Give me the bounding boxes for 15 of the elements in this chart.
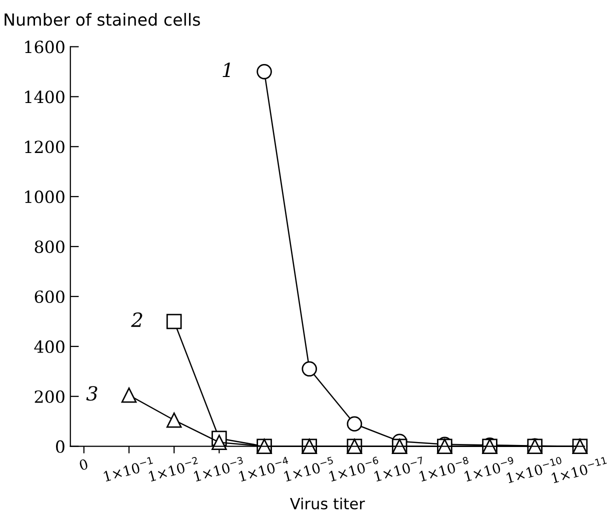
y-tick-label: 0	[56, 440, 64, 453]
series-label: 1	[222, 62, 230, 78]
y-tick-label: 600	[34, 290, 64, 304]
series-label: 2	[131, 312, 142, 327]
y-tick-label: 400	[34, 340, 64, 353]
series-label: 3	[86, 386, 98, 401]
x-axis-title: Virus titer	[290, 498, 365, 510]
y-tick-label: 1000	[25, 190, 64, 204]
y-tick-label: 1600	[25, 40, 64, 54]
y-tick-label: 1200	[25, 140, 64, 154]
y-tick-label: 200	[34, 390, 64, 403]
y-tick-label: 1400	[25, 90, 64, 104]
y-axis-title: Number of stained cells	[4, 12, 200, 26]
x-tick-label: 0	[78, 458, 88, 471]
y-tick-label: 800	[34, 240, 64, 254]
